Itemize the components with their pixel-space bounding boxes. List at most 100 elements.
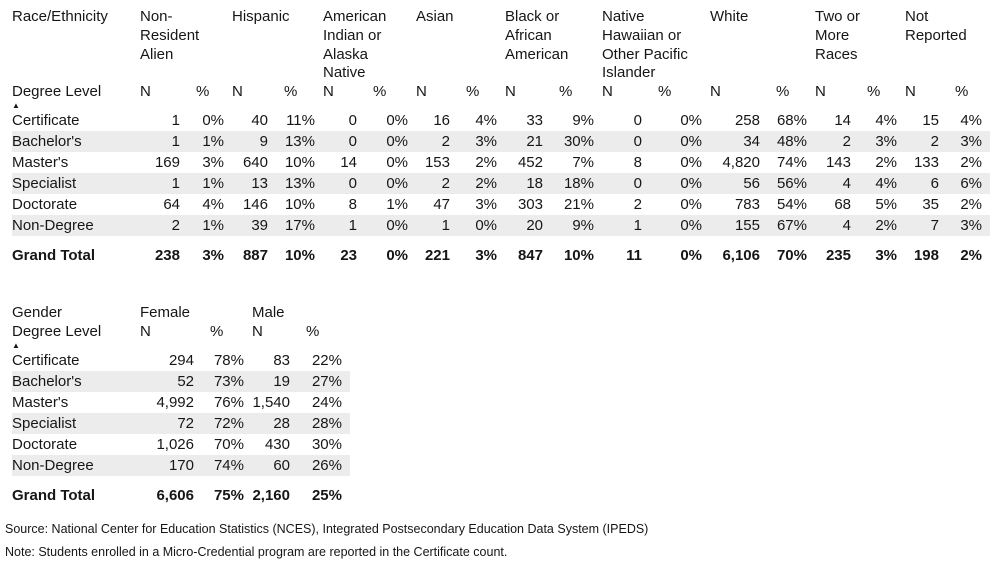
grand-total-row: Grand Total 6,606 75% 2,160 25% [12, 485, 350, 507]
pct-value: 9% [551, 215, 602, 237]
pct-value: 1% [188, 173, 232, 195]
n-column-header[interactable]: N [140, 83, 151, 101]
n-value: 18 [505, 173, 551, 195]
pct-value: 21% [563, 196, 594, 214]
pct-value: 0% [680, 247, 702, 265]
n-value: 14 [834, 112, 851, 130]
pct-column-header[interactable]: % [373, 83, 387, 101]
row-label: Certificate [12, 112, 80, 130]
row-dim-sort-header[interactable]: Degree Level ▲ [12, 83, 140, 110]
n-column-header[interactable]: N [252, 322, 263, 340]
n-column-header[interactable]: N [815, 83, 826, 101]
n-value: 52 [140, 370, 202, 392]
spacer-cell [12, 475, 350, 485]
pct-value: 2% [960, 196, 982, 214]
pct-value: 2% [859, 215, 905, 237]
n-value: 1 [140, 173, 188, 195]
pct-column-header[interactable]: % [955, 83, 969, 101]
subheader-row: Degree Level ▲ N% N% N% N% N% N% N% N% N% [12, 83, 990, 110]
pct-column-header[interactable]: % [867, 83, 881, 101]
row-label: Bachelor's [12, 131, 140, 153]
n-column-header[interactable]: N [232, 83, 243, 101]
row-label: Specialist [12, 173, 140, 195]
pct-value: 0% [650, 131, 710, 153]
n-value: 4,992 [156, 393, 194, 411]
pct-column-header[interactable]: % [210, 322, 224, 340]
row-label: Specialist [12, 412, 140, 434]
n-value: 155 [710, 215, 768, 237]
n-column-header[interactable]: N [602, 83, 613, 101]
n-value: 56 [710, 173, 768, 195]
pct-value: 3% [947, 215, 990, 237]
n-value: 146 [242, 196, 268, 214]
n-value: 294 [168, 351, 194, 369]
pct-column-header[interactable]: % [559, 83, 573, 101]
pct-value: 78% [213, 351, 244, 369]
n-value: 11 [626, 247, 642, 265]
pct-column-header[interactable]: % [658, 83, 672, 101]
n-value: 83 [273, 351, 290, 369]
pct-value: 10% [563, 247, 594, 265]
pct-value: 4% [475, 112, 497, 130]
n-value: 19 [252, 370, 298, 392]
pct-value: 2% [875, 154, 897, 172]
spacer-row [12, 475, 350, 485]
pct-value: 2% [960, 247, 982, 265]
n-column-header[interactable]: N [710, 83, 721, 101]
n-value: 0 [323, 173, 365, 195]
row-dim-sort-header[interactable]: Degree Level ▲ [12, 323, 140, 350]
column-group-header-row: Gender Female Male [12, 304, 350, 323]
gender-table-corner-label: Gender [12, 304, 63, 322]
n-value: 34 [710, 131, 768, 153]
grand-total-row: Grand Total 238 3% 887 10% 23 0% 221 3% 847 10% 11 0… [12, 245, 990, 267]
row-label: Non-Degree [12, 215, 140, 237]
table-row: Bachelor's 1 1% 9 13% 0 0% 2 3% 21 30% 0 0% 34 48% 2 3% 2… [12, 131, 990, 153]
n-value: 28 [252, 412, 298, 434]
n-value: 9 [232, 131, 276, 153]
n-value: 887 [242, 247, 268, 265]
row-label: Doctorate [12, 435, 78, 453]
n-value: 14 [340, 154, 357, 172]
pct-value: 67% [768, 215, 815, 237]
tables-container: Race/Ethnicity Non- Resident Alien Hispani… [12, 8, 1000, 507]
pct-value: 3% [458, 131, 505, 153]
column-group-header: Two or More Races [815, 8, 861, 63]
n-value: 0 [323, 131, 365, 153]
column-group-header: Non- Resident Alien [140, 8, 200, 63]
n-value: 60 [252, 454, 298, 476]
pct-value: 0% [386, 112, 408, 130]
n-value: 0 [602, 131, 650, 153]
pct-value: 3% [475, 196, 497, 214]
pct-value: 75% [213, 486, 244, 504]
pct-column-header[interactable]: % [284, 83, 298, 101]
n-column-header[interactable]: N [323, 83, 334, 101]
n-column-header[interactable]: N [140, 322, 151, 340]
pct-column-header[interactable]: % [466, 83, 480, 101]
subheader-row: Degree Level ▲ N% N% [12, 323, 350, 350]
pct-column-header[interactable]: % [196, 83, 210, 101]
n-value: 68 [834, 196, 851, 214]
pct-value: 9% [572, 112, 594, 130]
n-column-header[interactable]: N [416, 83, 427, 101]
n-value: 170 [140, 454, 202, 476]
n-column-header[interactable]: N [505, 83, 516, 101]
n-value: 33 [526, 112, 543, 130]
row-label: Bachelor's [12, 370, 140, 392]
pct-value: 3% [947, 131, 990, 153]
column-group-header: American Indian or Alaska Native [323, 8, 387, 82]
n-value: 40 [251, 112, 268, 130]
pct-value: 4% [202, 196, 224, 214]
pct-value: 13% [276, 131, 323, 153]
n-value: 153 [424, 154, 450, 172]
n-value: 1,540 [252, 393, 290, 411]
pct-value: 25% [311, 486, 342, 504]
n-column-header[interactable]: N [905, 83, 916, 101]
pct-value: 54% [776, 196, 807, 214]
pct-value: 24% [311, 393, 342, 411]
n-value: 15 [922, 112, 939, 130]
pct-column-header[interactable]: % [306, 322, 320, 340]
n-value: 23 [340, 247, 357, 265]
n-value: 169 [154, 154, 180, 172]
pct-column-header[interactable]: % [776, 83, 790, 101]
